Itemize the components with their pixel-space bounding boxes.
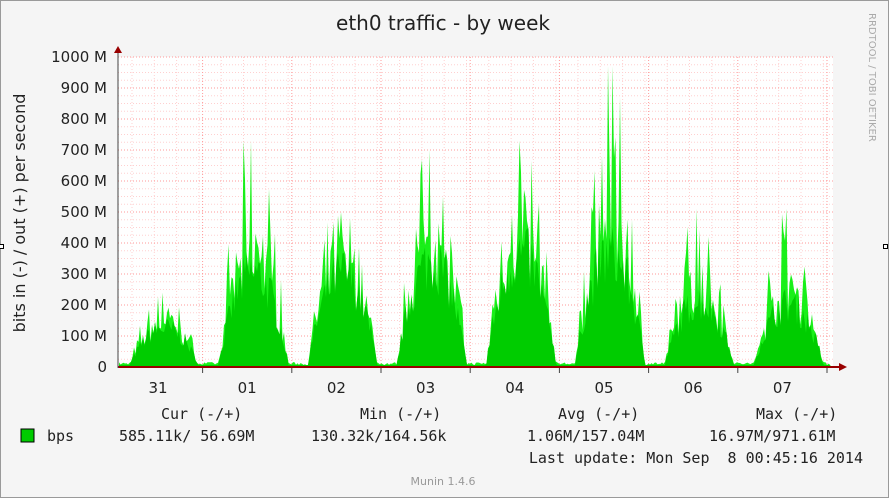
y-tick-label: 0 <box>97 358 107 376</box>
major-grid <box>118 56 833 367</box>
last-update: Last update: Mon Sep 8 00:45:16 2014 <box>529 449 863 467</box>
legend-swatch-bps <box>20 428 35 443</box>
x-tick-labels: 31 01 02 03 04 05 06 07 <box>148 367 828 397</box>
x-tick-label: 03 <box>416 379 435 397</box>
legend-value-max: 16.97M/971.61M <box>709 427 835 445</box>
legend-header-min: Min (-/+) <box>360 405 441 423</box>
series-bps-peaks <box>119 66 831 368</box>
y-tick-label: 1000 M <box>51 48 107 66</box>
series-bps-area <box>119 66 831 368</box>
y-tick-label: 500 M <box>61 203 107 221</box>
legend-value-cur: 585.11k/ 56.69M <box>119 427 254 445</box>
y-tick-label: 400 M <box>61 234 107 252</box>
resize-handle-right[interactable] <box>883 244 888 249</box>
legend-header-max: Max (-/+) <box>756 405 837 423</box>
y-tick-label: 100 M <box>61 327 107 345</box>
y-axis-arrow <box>114 46 122 53</box>
munin-version: Munin 1.4.6 <box>411 475 476 488</box>
legend-value-min: 130.32k/164.56k <box>311 427 446 445</box>
y-tick-labels: 0 100 M 200 M 300 M 400 M 500 M 600 M 700 M 800 … <box>51 48 107 376</box>
legend-header-cur: Cur (-/+) <box>161 405 242 423</box>
y-tick-label: 900 M <box>61 79 107 97</box>
rrdtool-watermark: RRDTOOL / TOBI OETIKER <box>866 13 877 142</box>
y-tick-label: 300 M <box>61 265 107 283</box>
legend: Cur (-/+) Min (-/+) Avg (-/+) Max (-/+) … <box>20 405 863 467</box>
y-tick-label: 700 M <box>61 141 107 159</box>
x-tick-label: 04 <box>505 379 524 397</box>
x-tick-label: 31 <box>148 379 167 397</box>
x-tick-label: 06 <box>684 379 703 397</box>
legend-value-avg: 1.06M/157.04M <box>527 427 644 445</box>
y-tick-label: 200 M <box>61 296 107 314</box>
legend-label-bps: bps <box>47 427 74 445</box>
resize-handle-left[interactable] <box>0 244 4 249</box>
chart-title: eth0 traffic - by week <box>336 11 550 35</box>
x-tick-label: 05 <box>594 379 613 397</box>
legend-header-avg: Avg (-/+) <box>558 405 639 423</box>
x-tick-label: 01 <box>238 379 257 397</box>
x-tick-label: 07 <box>773 379 792 397</box>
y-axis-label: bits in (-) / out (+) per second <box>10 94 29 333</box>
y-tick-label: 800 M <box>61 110 107 128</box>
series-bps-fill <box>119 227 831 367</box>
x-tick-label: 02 <box>327 379 346 397</box>
x-axis-arrow <box>839 363 847 371</box>
y-tick-label: 600 M <box>61 172 107 190</box>
